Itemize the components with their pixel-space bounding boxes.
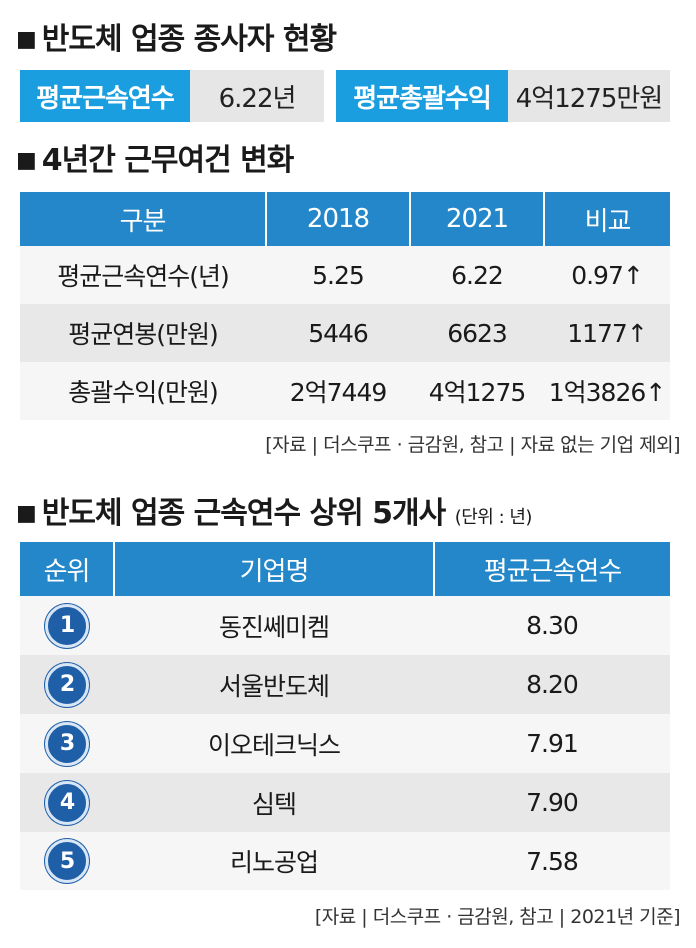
tenure-value: 8.20 <box>434 655 670 714</box>
rank-cell: 5 <box>20 832 114 890</box>
column-header: 구분 <box>20 192 266 246</box>
table-cell: 4억1275 <box>410 362 544 420</box>
rank-cell: 1 <box>20 596 114 655</box>
column-header: 비교 <box>543 192 670 246</box>
table-row: 1 동진쎄미켐 8.30 <box>20 596 670 655</box>
ranking-table: 순위 기업명 평균근속연수 1 동진쎄미켐 8.30 2 서울반도체 8.20 … <box>20 542 670 890</box>
row-label: 평균근속연수(년) <box>20 246 266 304</box>
table-row: 3 이오테크닉스 7.91 <box>20 714 670 773</box>
table-header-row: 구분 2018 2021 비교 <box>20 192 670 246</box>
table-row: 평균근속연수(년) 5.25 6.22 0.97↑ <box>20 246 670 304</box>
stat-value: 6.22년 <box>190 70 324 122</box>
column-header: 2018 <box>265 192 410 246</box>
rank-cell: 2 <box>20 655 114 714</box>
table-header-row: 순위 기업명 평균근속연수 <box>20 542 670 596</box>
table-cell: 6623 <box>410 304 544 362</box>
rank-cell: 3 <box>20 714 114 773</box>
table-cell: 6.22 <box>410 246 544 304</box>
stat-label: 평균총괄수익 <box>336 70 508 122</box>
company-name: 리노공업 <box>114 832 434 890</box>
stat-avg-tenure: 평균근속연수 6.22년 <box>20 70 324 122</box>
table-cell: 5.25 <box>266 246 410 304</box>
table-cell: 0.97↑ <box>544 246 670 304</box>
section-title-text: 반도체 업종 종사자 현황 <box>41 22 337 57</box>
row-label: 평균연봉(만원) <box>20 304 266 362</box>
rank-badge: 4 <box>45 780 89 825</box>
tenure-value: 8.30 <box>434 596 670 655</box>
table-row: 총괄수익(만원) 2억7449 4억1275 1억3826↑ <box>20 362 670 420</box>
source-note: [자료 | 더스쿠프 · 금감원, 참고 | 자료 없는 기업 제외] <box>265 434 680 456</box>
table-row: 5 리노공업 7.58 <box>20 832 670 890</box>
table-cell: 2억7449 <box>266 362 410 420</box>
bullet-square-icon: ■ <box>16 501 37 526</box>
section-title-changes: ■ 4년간 근무여건 변화 <box>16 135 295 179</box>
section-title-top5: ■ 반도체 업종 근속연수 상위 5개사 (단위 : 년) <box>16 488 532 532</box>
section-title-workforce: ■ 반도체 업종 종사자 현황 <box>16 14 337 58</box>
table-row: 2 서울반도체 8.20 <box>20 655 670 714</box>
rank-badge: 3 <box>45 721 89 766</box>
section-title-text: 4년간 근무여건 변화 <box>41 143 295 178</box>
stat-label: 평균근속연수 <box>20 70 190 122</box>
table-cell: 1177↑ <box>544 304 670 362</box>
bullet-square-icon: ■ <box>16 27 37 52</box>
table-row: 평균연봉(만원) 5446 6623 1177↑ <box>20 304 670 362</box>
rank-badge: 1 <box>45 603 89 648</box>
column-header: 기업명 <box>113 542 434 596</box>
company-name: 서울반도체 <box>114 655 434 714</box>
rank-badge: 5 <box>45 839 89 883</box>
row-label: 총괄수익(만원) <box>20 362 266 420</box>
column-header: 평균근속연수 <box>433 542 670 596</box>
column-header: 순위 <box>20 542 114 596</box>
unit-note: (단위 : 년) <box>454 507 533 528</box>
section-title-text: 반도체 업종 근속연수 상위 5개사 <box>41 496 446 531</box>
company-name: 심텍 <box>114 773 434 832</box>
rank-cell: 4 <box>20 773 114 832</box>
tenure-value: 7.58 <box>434 832 670 890</box>
comparison-table: 구분 2018 2021 비교 평균근속연수(년) 5.25 6.22 0.97… <box>20 192 670 420</box>
rank-badge: 2 <box>45 662 89 707</box>
company-name: 동진쎄미켐 <box>114 596 434 655</box>
table-cell: 1억3826↑ <box>544 362 670 420</box>
stat-avg-total-income: 평균총괄수익 4억1275만원 <box>336 70 670 122</box>
table-cell: 5446 <box>266 304 410 362</box>
tenure-value: 7.90 <box>434 773 670 832</box>
stat-value: 4억1275만원 <box>508 70 670 122</box>
source-note: [자료 | 더스쿠프 · 금감원, 참고 | 2021년 기준] <box>314 906 681 928</box>
bullet-square-icon: ■ <box>16 148 37 173</box>
tenure-value: 7.91 <box>434 714 670 773</box>
table-row: 4 심텍 7.90 <box>20 773 670 832</box>
column-header: 2021 <box>409 192 544 246</box>
company-name: 이오테크닉스 <box>114 714 434 773</box>
